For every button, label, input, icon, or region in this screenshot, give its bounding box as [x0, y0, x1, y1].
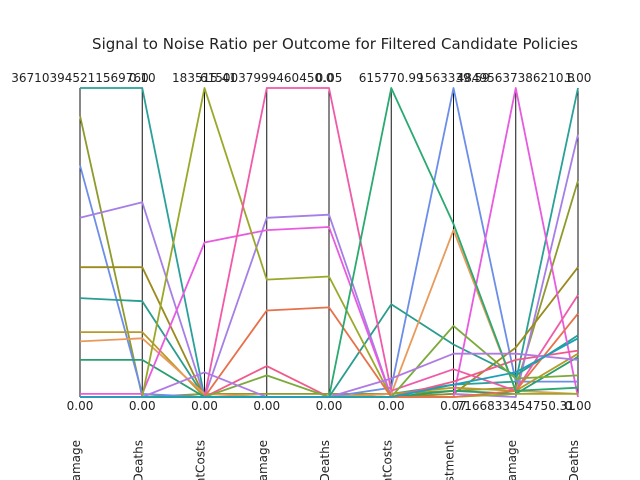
- series-line-10: [80, 87, 578, 398]
- axis-name-5: ntCosts: [380, 440, 394, 480]
- axis-name-1: Deaths: [131, 440, 145, 480]
- axis-name-0: amage: [69, 440, 83, 480]
- axis-top-label-3: 6150037999460450.0: [200, 71, 334, 85]
- axis-bottom-label-4: 0.00: [316, 399, 343, 413]
- series-layer: [79, 87, 579, 398]
- axis-top-label-0: 367103945211569760: [11, 71, 148, 85]
- axis-bottom-label-7: 7166833454750.31: [457, 399, 575, 413]
- axis-top-label-7: 48495637386210.8: [457, 71, 575, 85]
- axes-layer: [79, 88, 579, 397]
- axis-bottom-label-3: 0.00: [253, 399, 280, 413]
- axis-top-label-6: 1563339.59: [417, 71, 490, 85]
- axis-name-8: Deaths: [567, 440, 581, 480]
- axis-top-label-4: 0.05: [316, 71, 343, 85]
- axis-top-label-1: 0.10: [129, 71, 156, 85]
- axis-bottom-label-2: 0.00: [191, 399, 218, 413]
- axis-bottom-label-8: 0.00: [565, 399, 592, 413]
- axis-bottom-label-0: 0.00: [67, 399, 94, 413]
- chart-title: Signal to Noise Ratio per Outcome for Fi…: [92, 35, 578, 53]
- axis-bottom-label-5: 0.00: [378, 399, 405, 413]
- series-line-3: [79, 134, 579, 398]
- axis-top-label-2: 183515.41: [172, 71, 237, 85]
- axis-name-6: stment: [443, 440, 457, 480]
- axis-bottom-label-6: 0.07: [440, 399, 467, 413]
- axis-name-4: Deaths: [318, 440, 332, 480]
- axis-name-7: amage: [505, 440, 519, 480]
- series-line-9: [80, 87, 579, 398]
- axis-name-2: ntCosts: [194, 440, 208, 480]
- axis-top-label-5: 615770.99: [359, 71, 424, 85]
- axis-name-3: amage: [256, 440, 270, 480]
- series-line-17: [80, 337, 579, 398]
- labels-layer: 367103945211569760 0.00 amage 0.10 0.00 Death…: [11, 71, 591, 480]
- axis-top-label-8: 1.00: [565, 71, 592, 85]
- axis-bottom-label-1: 0.00: [129, 399, 156, 413]
